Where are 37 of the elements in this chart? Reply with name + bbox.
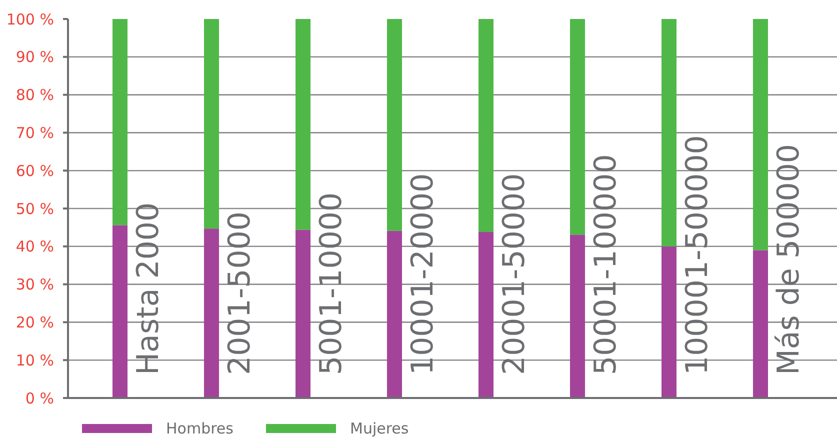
y-tick-label: 40 % bbox=[16, 238, 54, 256]
bar bbox=[112, 225, 128, 398]
y-tick-label: 10 % bbox=[16, 351, 54, 370]
bar bbox=[204, 19, 219, 229]
bar bbox=[753, 250, 768, 398]
bar bbox=[662, 19, 676, 246]
bar bbox=[387, 230, 402, 398]
x-tick-label: 2001-5000 bbox=[222, 211, 258, 375]
bar bbox=[112, 19, 128, 226]
bar bbox=[753, 19, 768, 250]
y-tick-label: 100 % bbox=[6, 10, 54, 28]
bar bbox=[296, 230, 310, 398]
bar bbox=[662, 246, 676, 398]
y-tick-label: 90 % bbox=[16, 48, 54, 66]
y-tick-label: 0 % bbox=[25, 389, 54, 408]
bar bbox=[478, 19, 494, 232]
bar bbox=[296, 19, 310, 230]
bar bbox=[570, 19, 585, 235]
bar bbox=[570, 234, 585, 398]
y-tick-label: 70 % bbox=[16, 124, 54, 142]
y-tick-label: 20 % bbox=[16, 313, 54, 332]
y-tick-label: 80 % bbox=[16, 86, 54, 104]
legend-label: Mujeres bbox=[350, 419, 409, 437]
x-tick-label: Hasta 2000 bbox=[131, 202, 166, 375]
bar bbox=[387, 19, 402, 231]
x-tick-label: Más de 500000 bbox=[772, 144, 806, 375]
legend-label: Hombres bbox=[166, 419, 234, 437]
x-tick-label: 5001-10000 bbox=[314, 192, 349, 375]
y-tick-label: 60 % bbox=[16, 162, 54, 180]
bar bbox=[478, 232, 494, 398]
x-tick-label: 20001-50000 bbox=[497, 173, 532, 375]
x-tick-label: 100001-500000 bbox=[680, 135, 715, 375]
x-tick-label: 50001-100000 bbox=[588, 154, 624, 375]
x-tick-label: 10001-20000 bbox=[406, 173, 440, 375]
bar bbox=[204, 228, 219, 398]
y-tick-label: 30 % bbox=[16, 276, 54, 294]
y-tick-label: 50 % bbox=[16, 200, 54, 218]
